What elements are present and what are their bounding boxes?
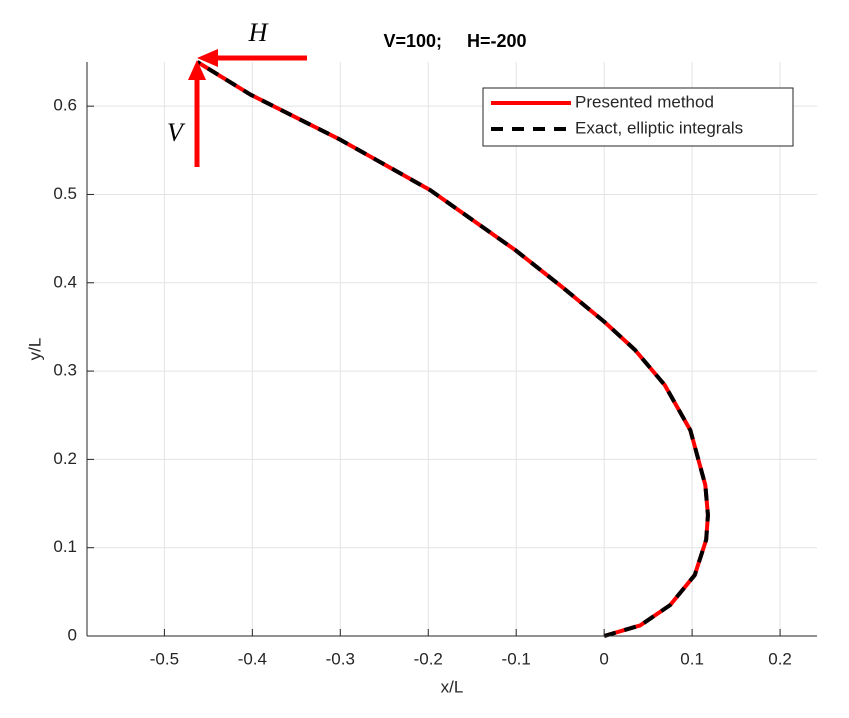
chart-title: V=100; H=-200 — [383, 31, 526, 51]
x-tick-label: -0.2 — [414, 649, 443, 668]
y-tick-label: 0.4 — [53, 272, 77, 291]
legend: Presented method Exact, elliptic integral… — [482, 87, 794, 147]
series-line — [196, 60, 710, 638]
h-arrowhead — [197, 49, 218, 67]
x-tick-label: 0 — [599, 649, 608, 668]
y-tick-label: 0.1 — [53, 537, 77, 556]
legend-label: Presented method — [575, 92, 714, 111]
v-arrowhead — [188, 60, 206, 80]
y-tick-label: 0.2 — [53, 449, 77, 468]
y-tick-label: 0.5 — [53, 184, 77, 203]
h-label: H — [248, 18, 269, 47]
x-tick-label: -0.3 — [326, 649, 355, 668]
x-tick-label: -0.4 — [238, 649, 267, 668]
x-tick-label: -0.1 — [502, 649, 531, 668]
y-axis-label: y/L — [25, 338, 44, 361]
y-tick-label: 0.6 — [53, 96, 77, 115]
legend-box — [482, 87, 794, 147]
x-axis-label: x/L — [441, 677, 464, 696]
v-label: V — [167, 118, 186, 147]
x-tick-label: 0.1 — [680, 649, 704, 668]
y-tick-label: 0.3 — [53, 361, 77, 380]
legend-label: Exact, elliptic integrals — [575, 118, 743, 137]
x-tick-label: -0.5 — [150, 649, 179, 668]
y-tick-label: 0 — [68, 625, 77, 644]
x-tick-label: 0.2 — [768, 649, 792, 668]
force-arrows — [188, 49, 307, 167]
plot-area — [87, 62, 817, 636]
